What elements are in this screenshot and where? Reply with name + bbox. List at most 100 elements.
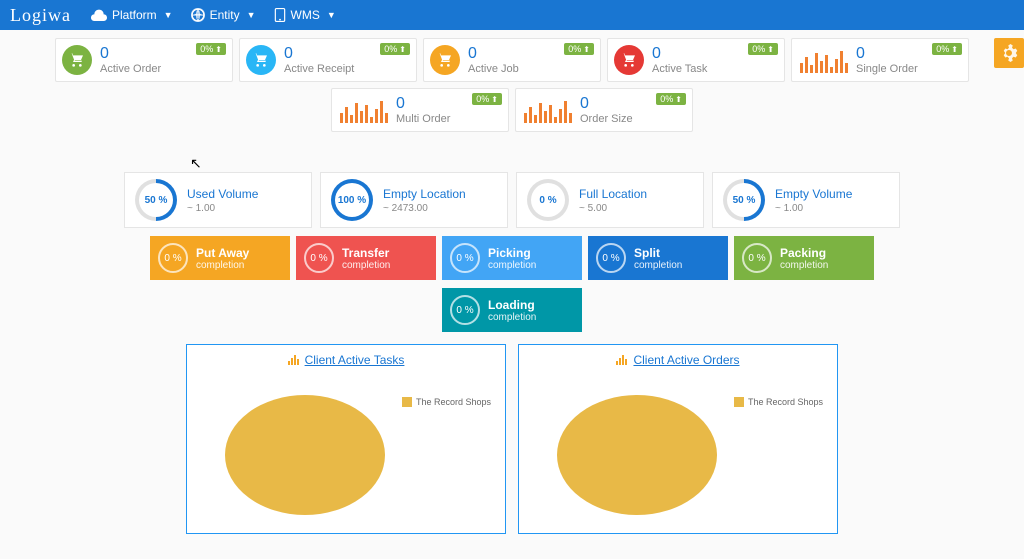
chart-legend: The Record Shops [734, 397, 823, 407]
bars-icon [616, 355, 628, 365]
completion-sub: completion [488, 312, 536, 323]
progress-ring: 0 % [158, 243, 188, 273]
kpi-value: 0 [856, 45, 918, 63]
kpi-card[interactable]: 0Order Size 0% ⬆ [515, 88, 693, 132]
chart-card[interactable]: Client Active TasksThe Record Shops [186, 344, 506, 534]
completion-row-2: 0 % Loadingcompletion [40, 288, 984, 332]
cursor-icon: ↖ [190, 155, 202, 172]
kpi-badge: 0% ⬆ [564, 43, 594, 55]
progress-ring: 0 % [742, 243, 772, 273]
kpi-value: 0 [652, 45, 707, 63]
completion-title: Split [634, 246, 682, 260]
completion-title: Put Away [196, 246, 249, 260]
cart-icon [246, 45, 276, 75]
completion-title: Transfer [342, 246, 390, 260]
completion-title: Packing [780, 246, 828, 260]
progress-ring: 50 % [723, 179, 765, 221]
kpi-badge: 0% ⬆ [656, 93, 686, 105]
completion-sub: completion [196, 260, 249, 271]
kpi-value: 0 [100, 45, 161, 63]
completion-sub: completion [780, 260, 828, 271]
tablet-icon [274, 8, 286, 22]
kpi-badge: 0% ⬆ [932, 43, 962, 55]
cloud-icon [91, 9, 107, 21]
volume-title: Full Location [579, 187, 647, 201]
gear-icon [1000, 44, 1018, 62]
volume-sub: ~ 5.00 [579, 203, 647, 214]
kpi-card[interactable]: 0Active Job 0% ⬆ [423, 38, 601, 82]
chevron-down-icon: ▼ [164, 10, 173, 20]
completion-sub: completion [342, 260, 390, 271]
dashboard-content: 0Active Order0% ⬆0Active Receipt0% ⬆0Act… [0, 30, 1024, 534]
volume-card[interactable]: 100 % Empty Location ~ 2473.00 [320, 172, 508, 228]
kpi-badge: 0% ⬆ [472, 93, 502, 105]
brand-logo: Logiwa [10, 5, 71, 26]
completion-card[interactable]: 0 %Transfercompletion [296, 236, 436, 280]
kpi-row-primary: 0Active Order0% ⬆0Active Receipt0% ⬆0Act… [40, 38, 984, 82]
progress-ring: 50 % [135, 179, 177, 221]
chevron-down-icon: ▼ [327, 10, 336, 20]
completion-sub: completion [634, 260, 682, 271]
volume-card[interactable]: 50 %Empty Volume~ 1.00 [712, 172, 900, 228]
completion-sub: completion [488, 260, 536, 271]
completion-card[interactable]: 0 % Splitcompletion [588, 236, 728, 280]
kpi-card[interactable]: 0Active Order 0% ⬆ [55, 38, 233, 82]
kpi-value: 0 [580, 95, 633, 113]
volume-title: Used Volume [187, 187, 258, 201]
progress-ring: 0 % [596, 243, 626, 273]
kpi-badge: 0% ⬆ [748, 43, 778, 55]
kpi-label: Active Receipt [284, 63, 354, 75]
progress-ring: 100 % [331, 179, 373, 221]
volume-card[interactable]: 0 % Full Location ~ 5.00 [516, 172, 704, 228]
kpi-label: Active Order [100, 63, 161, 75]
nav-platform-label: Platform [112, 8, 157, 22]
volume-row: 50 % Used Volume ~ 1.00 100 % Empty Location… [40, 172, 984, 228]
completion-title: Picking [488, 246, 536, 260]
kpi-label: Active Task [652, 63, 707, 75]
volume-card[interactable]: 50 % Used Volume ~ 1.00 [124, 172, 312, 228]
chart-title: Client Active Tasks [195, 353, 497, 367]
kpi-label: Multi Order [396, 113, 450, 125]
volume-sub: ~ 2473.00 [383, 203, 466, 214]
chart-card[interactable]: Client Active OrdersThe Record Shops [518, 344, 838, 534]
pie-chart [225, 395, 385, 515]
nav-entity[interactable]: Entity ▼ [191, 8, 256, 22]
progress-ring: 0 % [450, 243, 480, 273]
kpi-value: 0 [396, 95, 450, 113]
completion-card[interactable]: 0 % Pickingcompletion [442, 236, 582, 280]
kpi-card[interactable]: 0Multi Order 0% ⬆ [331, 88, 509, 132]
cart-icon [62, 45, 92, 75]
progress-ring: 0 % [450, 295, 480, 325]
kpi-label: Single Order [856, 63, 918, 75]
kpi-label: Active Job [468, 63, 519, 75]
globe-icon [191, 8, 205, 22]
kpi-card[interactable]: 0Active Task 0% ⬆ [607, 38, 785, 82]
nav-entity-label: Entity [210, 8, 240, 22]
volume-sub: ~ 1.00 [187, 203, 258, 214]
nav-wms[interactable]: WMS ▼ [274, 8, 336, 22]
completion-card[interactable]: 0 % Packingcompletion [734, 236, 874, 280]
kpi-card[interactable]: 0Single Order 0% ⬆ [791, 38, 969, 82]
settings-button[interactable] [994, 38, 1024, 68]
progress-ring: 0 % [527, 179, 569, 221]
completion-row-1: 0 %Put Awaycompletion0 %Transfercompleti… [40, 236, 984, 280]
volume-sub: ~ 1.00 [775, 203, 852, 214]
completion-title: Loading [488, 298, 536, 312]
nav-platform[interactable]: Platform ▼ [91, 8, 173, 22]
chevron-down-icon: ▼ [247, 10, 256, 20]
volume-title: Empty Location [383, 187, 466, 201]
completion-card[interactable]: 0 % Loadingcompletion [442, 288, 582, 332]
chart-row: Client Active TasksThe Record ShopsClien… [40, 344, 984, 534]
pie-chart [557, 395, 717, 515]
nav-wms-label: WMS [291, 8, 320, 22]
kpi-badge: 0% ⬆ [196, 43, 226, 55]
kpi-row-secondary: 0Multi Order0% ⬆0Order Size0% ⬆ [40, 88, 984, 132]
kpi-label: Order Size [580, 113, 633, 125]
kpi-value: 0 [284, 45, 354, 63]
cart-icon [614, 45, 644, 75]
kpi-value: 0 [468, 45, 519, 63]
kpi-badge: 0% ⬆ [380, 43, 410, 55]
kpi-card[interactable]: 0Active Receipt 0% ⬆ [239, 38, 417, 82]
bars-icon [288, 355, 300, 365]
completion-card[interactable]: 0 % Put Awaycompletion [150, 236, 290, 280]
